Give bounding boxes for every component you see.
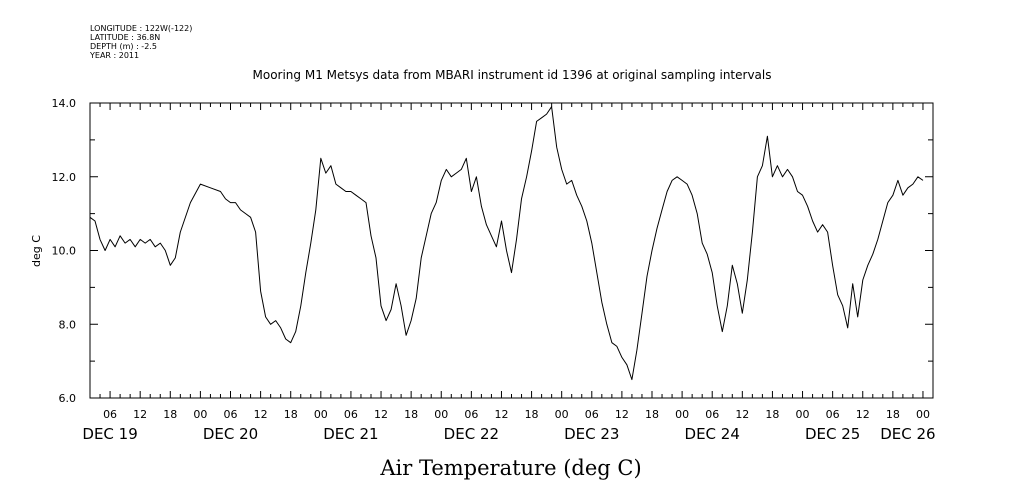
meta-depth: DEPTH (m) : -2.5 — [90, 42, 157, 51]
x-day-label: DEC 24 — [685, 425, 740, 443]
x-tick-label: 18 — [886, 408, 900, 421]
x-tick-label: 06 — [705, 408, 719, 421]
meta-longitude: LONGITUDE : 122W(-122) — [90, 24, 192, 33]
x-tick-label: 06 — [826, 408, 840, 421]
x-tick-label: 12 — [494, 408, 508, 421]
x-tick-label: 12 — [735, 408, 749, 421]
series-layer — [89, 106, 924, 381]
x-tick-label: 12 — [374, 408, 388, 421]
x-tick-label: 18 — [284, 408, 298, 421]
x-day-label: DEC 22 — [444, 425, 499, 443]
x-axis-title: Air Temperature (deg C) — [379, 456, 641, 480]
y-axis-label: deg C — [30, 235, 43, 267]
x-axis: 06 12 18 00 06 12 18 00 06 12 18 00 06 12 18 00 06 12 18 00… — [82, 103, 936, 443]
x-day-label: DEC 26 — [880, 425, 935, 443]
x-tick-label: 18 — [404, 408, 418, 421]
x-tick-label: 06 — [585, 408, 599, 421]
y-tick-label: 10.0 — [52, 245, 77, 258]
x-tick-label: 12 — [856, 408, 870, 421]
x-tick-label: 18 — [645, 408, 659, 421]
x-tick-label: 00 — [555, 408, 569, 421]
x-tick-label: 00 — [193, 408, 207, 421]
x-day-label: DEC 25 — [805, 425, 860, 443]
x-day-label: DEC 19 — [82, 425, 137, 443]
x-tick-label: 00 — [675, 408, 689, 421]
x-tick-label: 06 — [344, 408, 358, 421]
y-axis: 6.0 8.0 10.0 12.0 14.0 — [52, 97, 933, 405]
x-tick-label: 06 — [464, 408, 478, 421]
y-tick-label: 12.0 — [52, 171, 77, 184]
y-tick-label: 8.0 — [59, 318, 77, 331]
chart-title: Mooring M1 Metsys data from MBARI instru… — [253, 68, 772, 82]
series-line-air-temperature — [89, 106, 924, 381]
meta-latitude: LATITUDE : 36.8N — [90, 33, 160, 42]
metadata-block: LONGITUDE : 122W(-122) LATITUDE : 36.8N … — [89, 24, 192, 60]
x-tick-label: 18 — [525, 408, 539, 421]
x-tick-label: 12 — [133, 408, 147, 421]
y-tick-label: 14.0 — [52, 97, 77, 110]
x-tick-label: 18 — [765, 408, 779, 421]
x-tick-label: 00 — [434, 408, 448, 421]
y-tick-label: 6.0 — [59, 392, 77, 405]
x-tick-label: 12 — [615, 408, 629, 421]
x-tick-label: 00 — [916, 408, 930, 421]
x-day-label: DEC 20 — [203, 425, 258, 443]
x-tick-label: 06 — [103, 408, 117, 421]
x-day-label: DEC 21 — [323, 425, 378, 443]
plot-frame — [89, 102, 934, 399]
x-tick-label: 06 — [224, 408, 238, 421]
x-tick-label: 00 — [314, 408, 328, 421]
x-day-label: DEC 23 — [564, 425, 619, 443]
x-tick-label: 00 — [796, 408, 810, 421]
x-tick-label: 12 — [254, 408, 268, 421]
x-tick-label: 18 — [163, 408, 177, 421]
meta-year: YEAR : 2011 — [89, 51, 139, 60]
